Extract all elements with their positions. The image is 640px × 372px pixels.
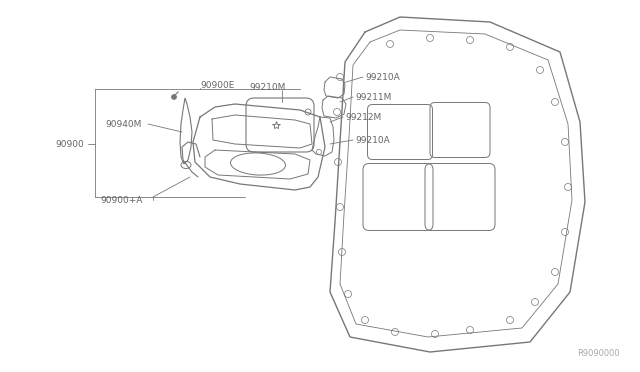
Circle shape [172,94,177,99]
Text: 90940M: 90940M [105,119,141,128]
Text: 90900: 90900 [55,140,84,148]
Text: R9090000: R9090000 [577,350,620,359]
Text: 99210A: 99210A [365,73,400,81]
Text: 99212M: 99212M [345,112,381,122]
Text: 90900+A: 90900+A [100,196,142,205]
Text: 99210A: 99210A [355,135,390,144]
Text: 99211M: 99211M [355,93,392,102]
Text: 90900E: 90900E [200,80,234,90]
Text: 99210M: 99210M [250,83,286,92]
